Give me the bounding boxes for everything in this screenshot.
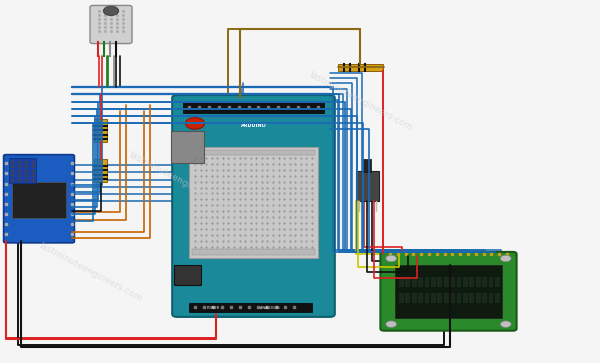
Bar	[444, 293, 449, 303]
Bar	[482, 293, 487, 303]
Text: POWER: POWER	[206, 306, 220, 310]
Circle shape	[500, 255, 511, 262]
Bar	[412, 293, 416, 303]
Bar	[406, 293, 410, 303]
Bar	[9, 158, 36, 183]
FancyBboxPatch shape	[380, 252, 517, 331]
Circle shape	[103, 6, 119, 16]
Bar	[476, 277, 481, 287]
Bar	[183, 102, 324, 113]
Bar	[450, 293, 455, 303]
Bar	[488, 293, 493, 303]
Bar	[395, 265, 502, 318]
Circle shape	[386, 321, 397, 327]
Bar	[457, 277, 461, 287]
Bar	[412, 277, 416, 287]
Bar	[463, 277, 468, 287]
Circle shape	[185, 118, 205, 129]
FancyBboxPatch shape	[90, 5, 132, 44]
Bar	[12, 182, 66, 218]
Bar	[437, 277, 442, 287]
FancyBboxPatch shape	[4, 155, 74, 243]
Bar	[469, 293, 474, 303]
Bar	[495, 277, 500, 287]
Bar	[189, 147, 318, 258]
Bar	[425, 293, 430, 303]
Bar	[192, 249, 315, 255]
Bar	[444, 277, 449, 287]
Bar	[399, 277, 404, 287]
Bar	[437, 293, 442, 303]
Bar	[495, 293, 500, 303]
Bar	[399, 293, 404, 303]
Text: ANALOG IN: ANALOG IN	[260, 306, 280, 310]
Bar	[469, 277, 474, 287]
Bar	[463, 293, 468, 303]
Bar	[418, 277, 423, 287]
Bar	[488, 277, 493, 287]
Bar	[94, 159, 107, 182]
Bar	[356, 171, 379, 201]
Text: lastminuteengineers.com: lastminuteengineers.com	[127, 150, 233, 213]
Bar	[406, 277, 410, 287]
Bar	[94, 119, 107, 142]
Bar	[431, 277, 436, 287]
Bar	[174, 265, 201, 285]
Circle shape	[500, 321, 511, 327]
Bar	[418, 293, 423, 303]
Bar	[450, 277, 455, 287]
Bar	[482, 277, 487, 287]
Bar	[457, 293, 461, 303]
Text: ARDUINO: ARDUINO	[241, 123, 266, 128]
Bar	[192, 150, 315, 155]
Bar	[425, 277, 430, 287]
Text: lastminuteengineers.com: lastminuteengineers.com	[307, 70, 413, 133]
Bar	[431, 293, 436, 303]
Bar	[189, 303, 312, 312]
Bar	[171, 131, 204, 163]
Text: lastminuteengineers.com: lastminuteengineers.com	[37, 241, 143, 303]
Circle shape	[386, 255, 397, 262]
FancyBboxPatch shape	[172, 95, 335, 317]
Bar	[337, 64, 383, 71]
Bar	[476, 293, 481, 303]
Bar	[363, 159, 371, 172]
